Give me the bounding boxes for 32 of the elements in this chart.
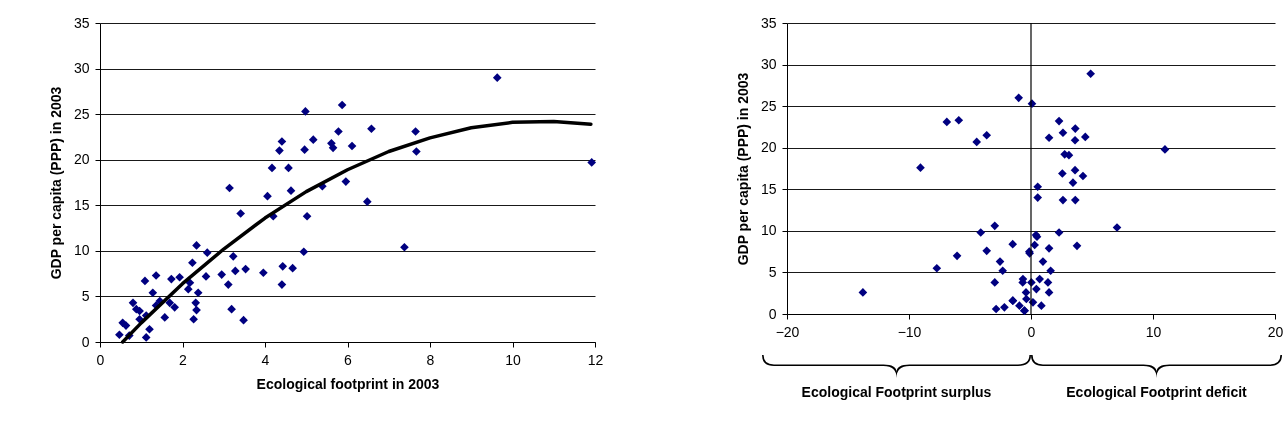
y-tick-label: 20 <box>760 139 777 156</box>
y-axis-title: GDP per capita (PPP) in 2003 <box>734 72 751 266</box>
y-tick-label: 30 <box>73 60 90 77</box>
x-tick-label: 12 <box>587 351 604 368</box>
x-tick-label: 20 <box>1267 323 1284 340</box>
y-tick-label: 5 <box>81 287 90 304</box>
x-tick-label: 0 <box>1027 323 1036 340</box>
x-tick-label: 10 <box>1145 323 1162 340</box>
x-tick-label: −20 <box>775 323 800 340</box>
x-tick-label: 6 <box>344 351 353 368</box>
y-tick-label: 15 <box>760 180 777 197</box>
y-tick-label: 10 <box>73 242 90 259</box>
text: Ecological Footprint deficit <box>1065 384 1248 401</box>
y-tick-label: 10 <box>760 222 777 239</box>
x-tick-label: −10 <box>897 323 922 340</box>
y-tick-label: 30 <box>760 56 777 73</box>
y-tick-label: 25 <box>73 105 90 122</box>
y-tick-label: 0 <box>768 305 777 322</box>
y-tick-label: 20 <box>73 151 90 168</box>
x-tick-label: 8 <box>426 351 435 368</box>
y-tick-label: 35 <box>73 14 90 31</box>
x-tick-label: 0 <box>96 351 105 368</box>
y-tick-label: 25 <box>760 97 777 114</box>
x-tick-label: 10 <box>505 351 521 368</box>
y-tick-label: 35 <box>760 14 777 31</box>
y-tick-label: 5 <box>768 263 777 280</box>
x-tick-label: 2 <box>179 351 188 368</box>
text: Ecological Footprint surplus <box>800 384 993 401</box>
x-tick-label: 4 <box>261 351 270 368</box>
y-axis-title: GDP per capita (PPP) in 2003 <box>47 86 64 280</box>
x-axis-title: Ecological footprint in 2003 <box>256 375 440 392</box>
y-tick-label: 15 <box>73 196 90 213</box>
